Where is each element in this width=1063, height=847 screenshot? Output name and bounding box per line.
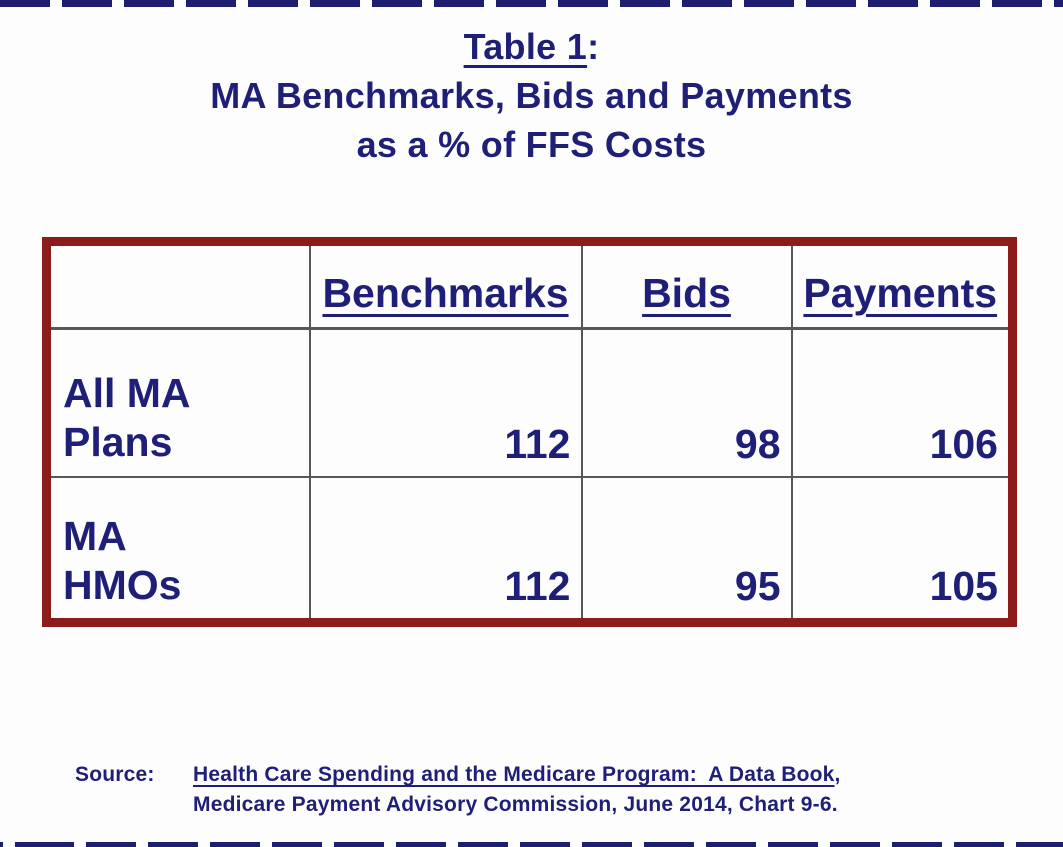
cell-ma-hmos-benchmarks: 112	[308, 475, 583, 624]
col-header-payments: Payments	[790, 240, 1014, 330]
row-label-line2: HMOs	[63, 561, 182, 608]
row-label-line1: All MA	[63, 370, 191, 417]
ma-benchmarks-table: Benchmarks Bids Payments All MA Plans 11…	[42, 237, 1017, 627]
title-line1: Table 1:	[0, 22, 1063, 71]
bottom-dashed-border	[0, 842, 1063, 847]
row-label-line1: MA	[63, 512, 127, 559]
source-label: Source:	[75, 763, 155, 786]
title-line2: MA Benchmarks, Bids and Payments	[210, 75, 853, 116]
col-header-bids: Bids	[580, 240, 793, 330]
source-citation-title: Health Care Spending and the Medicare Pr…	[193, 763, 835, 786]
col-header-benchmarks-label: Benchmarks	[322, 270, 569, 316]
row-label-line2: Plans	[63, 419, 173, 466]
top-dashed-border	[0, 0, 1063, 7]
row-label-all-ma-plans: All MA Plans	[45, 327, 311, 478]
row-label-ma-hmos: MA HMOs	[45, 475, 311, 624]
source-citation-comma: ,	[834, 763, 841, 786]
table-row-all-ma-plans: All MA Plans 112 98 106	[45, 327, 1014, 478]
col-header-benchmarks: Benchmarks	[308, 240, 583, 330]
cell-all-ma-payments: 106	[790, 327, 1014, 478]
cell-all-ma-bids: 98	[580, 327, 793, 478]
col-header-bids-label: Bids	[642, 270, 731, 316]
title-line1-colon: :	[587, 26, 600, 67]
table-row-ma-hmos: MA HMOs 112 95 105	[45, 475, 1014, 624]
source-citation-line2: Medicare Payment Advisory Commission, Ju…	[193, 793, 838, 816]
corner-cell	[45, 240, 311, 330]
source-citation-block: Health Care Spending and the Medicare Pr…	[193, 760, 841, 820]
cell-ma-hmos-payments: 105	[790, 475, 1014, 624]
source-block: Source: Health Care Spending and the Med…	[75, 760, 841, 820]
cell-ma-hmos-bids: 95	[580, 475, 793, 624]
source-citation-line1: Health Care Spending and the Medicare Pr…	[193, 760, 841, 790]
title-block: Table 1: MA Benchmarks, Bids and Payment…	[0, 22, 1063, 169]
cell-all-ma-benchmarks: 112	[308, 327, 583, 478]
title-line1-underlined: Table 1	[463, 26, 588, 67]
title-line3: as a % of FFS Costs	[356, 124, 707, 165]
col-header-payments-label: Payments	[803, 270, 998, 316]
header-row: Benchmarks Bids Payments	[45, 240, 1014, 330]
